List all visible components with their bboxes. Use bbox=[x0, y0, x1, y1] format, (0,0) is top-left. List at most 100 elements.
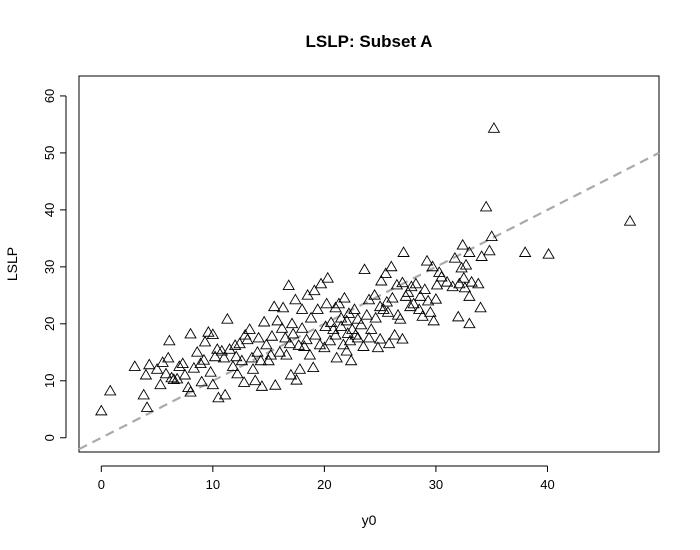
data-point bbox=[264, 348, 278, 360]
x-tick-label: 40 bbox=[540, 477, 554, 492]
y-tick-label: 40 bbox=[42, 203, 57, 217]
data-point bbox=[458, 281, 472, 293]
data-point bbox=[276, 301, 290, 313]
data-point bbox=[254, 354, 268, 366]
data-point bbox=[300, 333, 313, 345]
data-point bbox=[362, 331, 376, 343]
data-point bbox=[298, 340, 311, 351]
data-point bbox=[173, 360, 186, 371]
data-point bbox=[248, 374, 262, 386]
data-point bbox=[243, 323, 256, 334]
x-tick-label: 30 bbox=[429, 477, 443, 492]
data-point bbox=[421, 294, 435, 306]
data-point bbox=[206, 328, 220, 339]
data-point bbox=[267, 300, 281, 312]
data-point bbox=[208, 350, 222, 362]
data-point bbox=[412, 303, 426, 314]
data-point bbox=[472, 277, 485, 289]
data-point bbox=[401, 286, 415, 297]
data-point bbox=[430, 278, 444, 290]
data-point bbox=[320, 297, 333, 309]
data-point bbox=[329, 301, 342, 313]
data-point bbox=[457, 271, 471, 283]
data-point bbox=[159, 367, 173, 379]
data-point bbox=[360, 308, 374, 320]
x-tick-label: 10 bbox=[206, 477, 220, 492]
data-point bbox=[453, 277, 466, 289]
data-point bbox=[465, 275, 478, 287]
data-point bbox=[377, 303, 390, 314]
data-point bbox=[211, 343, 224, 354]
data-point bbox=[385, 260, 398, 272]
data-point bbox=[311, 303, 324, 314]
y-axis-label: LSLP bbox=[4, 247, 20, 281]
data-point bbox=[241, 333, 254, 345]
data-point bbox=[354, 318, 368, 330]
data-point bbox=[344, 354, 358, 366]
data-point bbox=[420, 254, 434, 266]
data-point bbox=[163, 334, 176, 346]
data-point bbox=[483, 244, 496, 256]
data-point bbox=[197, 353, 211, 365]
data-point bbox=[295, 322, 309, 333]
data-point bbox=[313, 338, 327, 350]
data-point bbox=[235, 354, 249, 366]
data-point bbox=[407, 297, 420, 309]
data-point bbox=[379, 267, 392, 279]
data-point bbox=[390, 278, 404, 290]
data-point bbox=[475, 250, 488, 261]
data-point bbox=[202, 326, 215, 337]
data-point bbox=[321, 271, 334, 283]
data-point bbox=[165, 371, 178, 383]
data-point bbox=[324, 316, 338, 328]
data-point bbox=[340, 314, 353, 326]
data-point bbox=[369, 311, 382, 323]
data-point bbox=[137, 388, 150, 400]
data-point bbox=[371, 341, 385, 353]
data-point bbox=[231, 367, 244, 379]
data-point bbox=[418, 283, 432, 294]
data-point bbox=[257, 315, 271, 327]
reference-line-group bbox=[78, 151, 660, 451]
data-point bbox=[273, 345, 287, 357]
chart-title: LSLP: Subset A bbox=[306, 32, 433, 51]
data-point bbox=[346, 323, 359, 334]
data-point bbox=[393, 312, 407, 324]
data-point bbox=[309, 328, 322, 340]
data-point bbox=[271, 314, 284, 326]
data-point bbox=[426, 260, 439, 272]
data-point bbox=[226, 360, 240, 371]
data-point bbox=[289, 293, 302, 305]
data-point bbox=[95, 404, 108, 416]
x-axis: 0 10 20 30 40 bbox=[98, 465, 555, 492]
y-tick-label: 20 bbox=[42, 317, 57, 331]
data-point bbox=[140, 401, 154, 412]
data-point bbox=[479, 200, 493, 212]
data-point bbox=[364, 323, 378, 334]
data-point bbox=[150, 363, 164, 374]
data-point bbox=[358, 263, 371, 275]
data-point bbox=[416, 310, 429, 321]
data-point bbox=[388, 328, 401, 340]
data-point bbox=[349, 328, 362, 340]
data-point bbox=[282, 279, 295, 290]
data-point bbox=[381, 306, 395, 317]
data-point bbox=[380, 295, 394, 307]
data-point bbox=[396, 332, 409, 344]
data-point bbox=[332, 297, 346, 309]
data-point bbox=[459, 258, 473, 270]
data-point bbox=[204, 365, 217, 377]
x-tick-label: 0 bbox=[98, 477, 105, 492]
data-point bbox=[103, 384, 117, 396]
data-point bbox=[485, 230, 498, 242]
data-point bbox=[319, 320, 332, 332]
data-point bbox=[343, 334, 357, 346]
data-point bbox=[252, 331, 265, 343]
data-point bbox=[167, 373, 181, 384]
data-point bbox=[397, 246, 410, 257]
data-point bbox=[405, 280, 418, 292]
data-point bbox=[184, 327, 197, 339]
data-point bbox=[269, 378, 282, 390]
data-point bbox=[195, 375, 208, 387]
data-point bbox=[456, 238, 469, 250]
